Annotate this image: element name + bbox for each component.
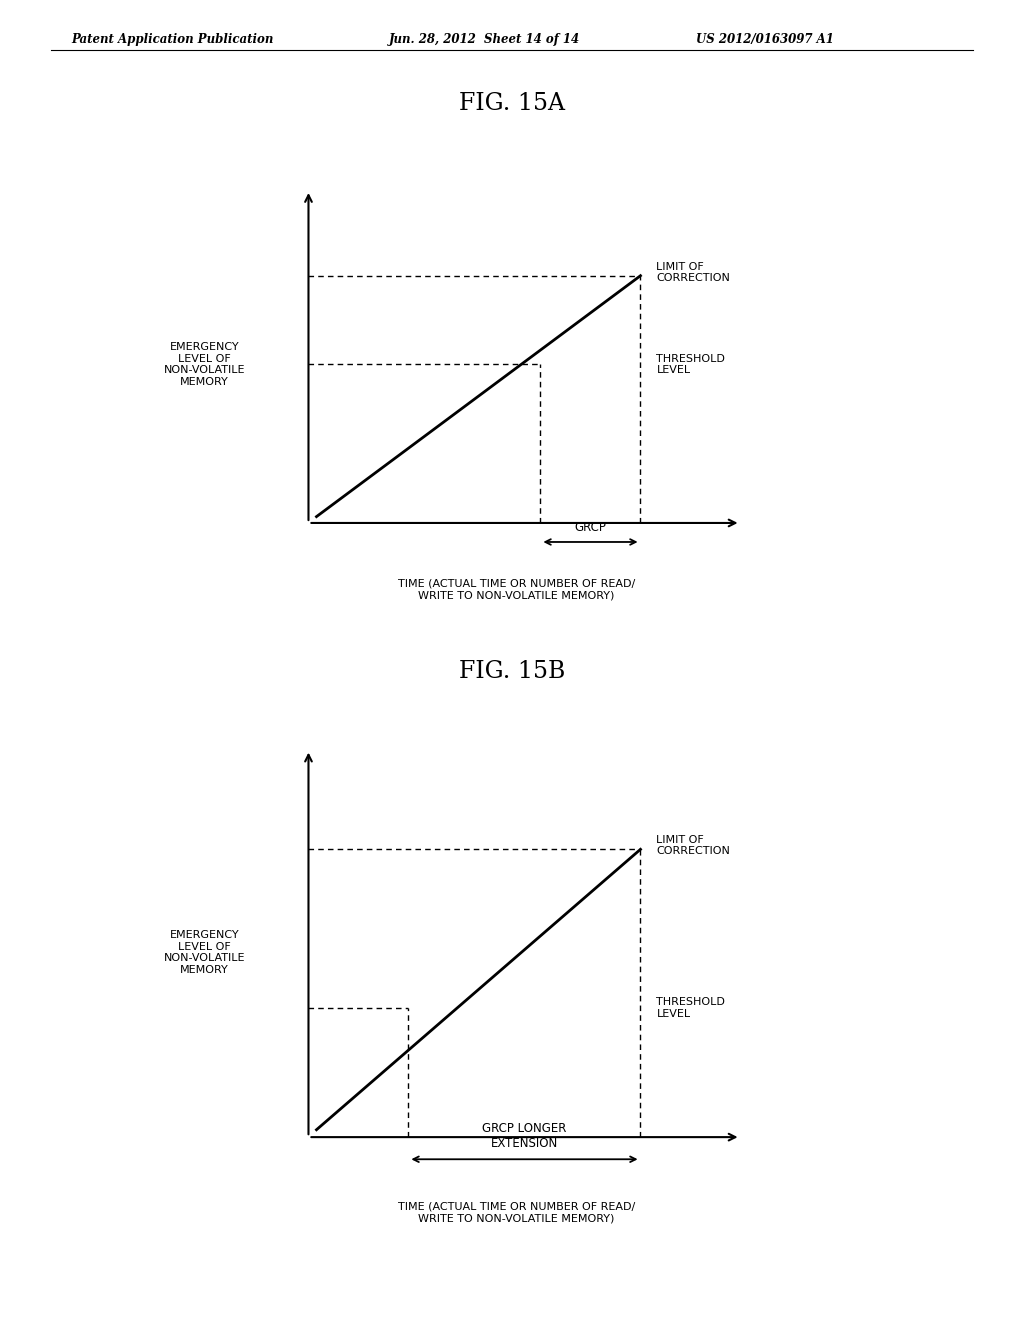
Text: TIME (ACTUAL TIME OR NUMBER OF READ/
WRITE TO NON-VOLATILE MEMORY): TIME (ACTUAL TIME OR NUMBER OF READ/ WRI…: [398, 1201, 635, 1224]
Text: THRESHOLD
LEVEL: THRESHOLD LEVEL: [656, 354, 725, 375]
Text: EMERGENCY
LEVEL OF
NON-VOLATILE
MEMORY: EMERGENCY LEVEL OF NON-VOLATILE MEMORY: [164, 342, 245, 387]
Text: EMERGENCY
LEVEL OF
NON-VOLATILE
MEMORY: EMERGENCY LEVEL OF NON-VOLATILE MEMORY: [164, 931, 245, 975]
Text: LIMIT OF
CORRECTION: LIMIT OF CORRECTION: [656, 834, 730, 857]
Text: TIME (ACTUAL TIME OR NUMBER OF READ/
WRITE TO NON-VOLATILE MEMORY): TIME (ACTUAL TIME OR NUMBER OF READ/ WRI…: [398, 578, 635, 601]
Text: GRCP LONGER
EXTENSION: GRCP LONGER EXTENSION: [482, 1122, 566, 1150]
Text: GRCP: GRCP: [574, 521, 606, 535]
Text: THRESHOLD
LEVEL: THRESHOLD LEVEL: [656, 997, 725, 1019]
Text: FIG. 15A: FIG. 15A: [459, 92, 565, 115]
Text: FIG. 15B: FIG. 15B: [459, 660, 565, 682]
Text: Patent Application Publication: Patent Application Publication: [72, 33, 274, 46]
Text: US 2012/0163097 A1: US 2012/0163097 A1: [696, 33, 835, 46]
Text: LIMIT OF
CORRECTION: LIMIT OF CORRECTION: [656, 261, 730, 284]
Text: Jun. 28, 2012  Sheet 14 of 14: Jun. 28, 2012 Sheet 14 of 14: [389, 33, 581, 46]
